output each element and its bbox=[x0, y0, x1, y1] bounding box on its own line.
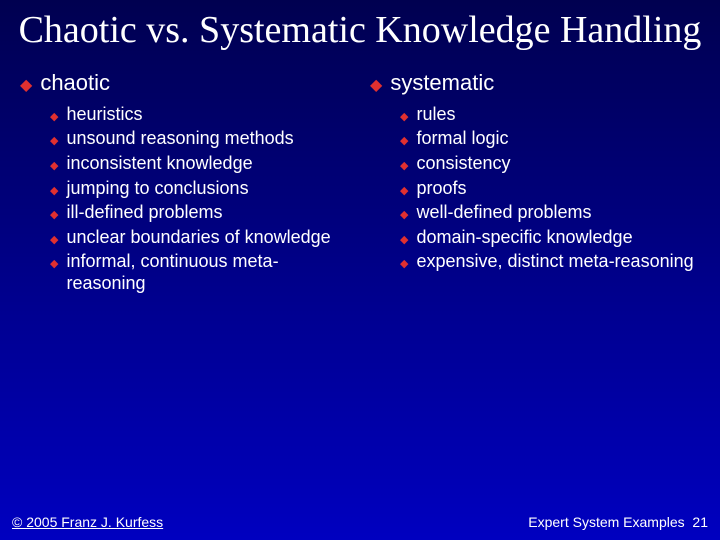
diamond-bullet-icon: ◆ bbox=[50, 185, 58, 198]
list-item: ◆ expensive, distinct meta-reasoning bbox=[400, 251, 700, 273]
list-item: ◆ ill-defined problems bbox=[50, 202, 350, 224]
diamond-bullet-icon: ◆ bbox=[400, 185, 408, 198]
diamond-bullet-icon: ◆ bbox=[50, 160, 58, 173]
list-item: ◆ jumping to conclusions bbox=[50, 178, 350, 200]
diamond-bullet-icon: ◆ bbox=[400, 135, 408, 148]
list-item-text: heuristics bbox=[66, 104, 142, 126]
list-item-text: domain-specific knowledge bbox=[416, 227, 632, 249]
footer-label: Expert System Examples bbox=[528, 514, 684, 530]
list-item-text: informal, continuous meta-reasoning bbox=[66, 251, 350, 294]
list-item-text: unsound reasoning methods bbox=[66, 128, 293, 150]
footer-page-info: Expert System Examples 21 bbox=[528, 514, 708, 530]
diamond-bullet-icon: ◆ bbox=[50, 111, 58, 124]
column-header: ◆ chaotic bbox=[20, 70, 350, 96]
list-item-text: unclear boundaries of knowledge bbox=[66, 227, 330, 249]
list-item-text: formal logic bbox=[416, 128, 508, 150]
diamond-bullet-icon: ◆ bbox=[20, 78, 32, 94]
diamond-bullet-icon: ◆ bbox=[50, 135, 58, 148]
list-item-text: proofs bbox=[416, 178, 466, 200]
column-chaotic: ◆ chaotic ◆ heuristics ◆ unsound reasoni… bbox=[20, 70, 350, 298]
diamond-bullet-icon: ◆ bbox=[400, 209, 408, 222]
diamond-bullet-icon: ◆ bbox=[50, 258, 58, 271]
list-item-text: rules bbox=[416, 104, 455, 126]
list-item-text: inconsistent knowledge bbox=[66, 153, 252, 175]
diamond-bullet-icon: ◆ bbox=[400, 258, 408, 271]
list-item: ◆ rules bbox=[400, 104, 700, 126]
column-header-label: chaotic bbox=[40, 70, 110, 96]
list-item-text: well-defined problems bbox=[416, 202, 591, 224]
list-item-text: consistency bbox=[416, 153, 510, 175]
list-item: ◆ unclear boundaries of knowledge bbox=[50, 227, 350, 249]
footer-copyright: © 2005 Franz J. Kurfess bbox=[12, 514, 163, 530]
list-item-text: jumping to conclusions bbox=[66, 178, 248, 200]
column-header: ◆ systematic bbox=[370, 70, 700, 96]
list-item: ◆ unsound reasoning methods bbox=[50, 128, 350, 150]
list-item: ◆ consistency bbox=[400, 153, 700, 175]
diamond-bullet-icon: ◆ bbox=[50, 234, 58, 247]
slide-title: Chaotic vs. Systematic Knowledge Handlin… bbox=[0, 0, 720, 52]
list-item: ◆ formal logic bbox=[400, 128, 700, 150]
list-item: ◆ proofs bbox=[400, 178, 700, 200]
list-item: ◆ informal, continuous meta-reasoning bbox=[50, 251, 350, 294]
list-item-text: ill-defined problems bbox=[66, 202, 222, 224]
footer-page-number: 21 bbox=[692, 514, 708, 530]
diamond-bullet-icon: ◆ bbox=[400, 234, 408, 247]
diamond-bullet-icon: ◆ bbox=[400, 111, 408, 124]
diamond-bullet-icon: ◆ bbox=[50, 209, 58, 222]
diamond-bullet-icon: ◆ bbox=[400, 160, 408, 173]
content-columns: ◆ chaotic ◆ heuristics ◆ unsound reasoni… bbox=[0, 52, 720, 298]
list-item-text: expensive, distinct meta-reasoning bbox=[416, 251, 693, 273]
list-item: ◆ well-defined problems bbox=[400, 202, 700, 224]
list-item: ◆ heuristics bbox=[50, 104, 350, 126]
column-systematic: ◆ systematic ◆ rules ◆ formal logic ◆ co… bbox=[370, 70, 700, 298]
column-header-label: systematic bbox=[390, 70, 494, 96]
list-item: ◆ inconsistent knowledge bbox=[50, 153, 350, 175]
list-item: ◆ domain-specific knowledge bbox=[400, 227, 700, 249]
diamond-bullet-icon: ◆ bbox=[370, 78, 382, 94]
